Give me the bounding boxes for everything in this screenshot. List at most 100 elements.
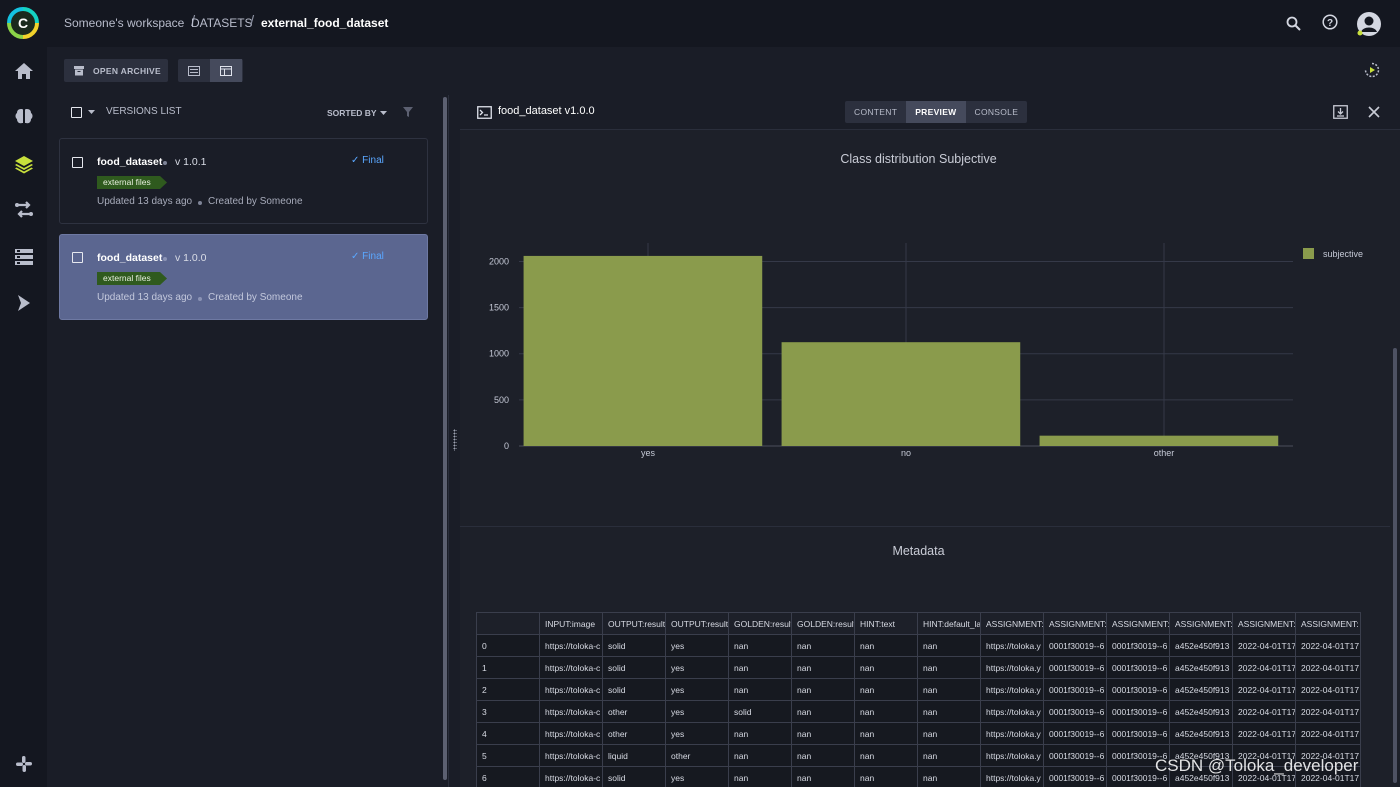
table-cell: yes xyxy=(665,634,729,657)
version-checkbox[interactable] xyxy=(72,252,83,263)
bar-yes xyxy=(523,255,763,446)
svg-text:?: ? xyxy=(1327,18,1333,29)
pipelines-icon[interactable] xyxy=(12,198,35,221)
table-cell: 0001f30019--6 xyxy=(1043,700,1107,723)
sort-chevron-down-icon[interactable] xyxy=(380,111,387,116)
table-cell: nan xyxy=(917,700,981,723)
svg-text:C: C xyxy=(18,15,28,31)
filter-icon[interactable] xyxy=(403,107,413,117)
table-header-cell[interactable]: OUTPUT:result xyxy=(665,612,729,635)
table-cell: https://toloka.y xyxy=(980,722,1044,745)
table-header-row: INPUT:image OUTPUT:result OUTPUT:result GOL… xyxy=(476,612,1361,635)
versions-scrollbar[interactable] xyxy=(443,97,447,780)
table-cell: https://toloka-c xyxy=(539,700,603,723)
version-checkbox[interactable] xyxy=(72,157,83,168)
brain-icon[interactable] xyxy=(12,105,35,128)
open-archive-button[interactable]: OPEN ARCHIVE xyxy=(64,59,168,82)
watermark: CSDN @Toloka_developer xyxy=(1155,756,1359,775)
breadcrumb-workspace[interactable]: Someone's workspace xyxy=(64,16,185,30)
table-row: 1 https://toloka-c solid yes nan nan nan nan htt… xyxy=(476,656,1361,679)
table-cell: nan xyxy=(728,634,792,657)
table-cell: https://toloka.y xyxy=(980,700,1044,723)
help-icon[interactable]: ? xyxy=(1321,13,1339,31)
table-header-cell[interactable]: OUTPUT:result xyxy=(602,612,666,635)
table-header-cell[interactable]: ASSIGNMENT: xyxy=(1169,612,1233,635)
created-by-text: Created by Someone xyxy=(208,292,303,303)
datasets-icon[interactable] xyxy=(12,245,35,268)
table-header-cell[interactable]: HINT:default_la xyxy=(917,612,981,635)
table-header-cell[interactable] xyxy=(476,612,540,635)
tab-preview[interactable]: PREVIEW xyxy=(906,101,966,123)
legend-swatch xyxy=(1303,248,1314,259)
tab-content[interactable]: CONTENT xyxy=(854,107,898,117)
table-cell: 0001f30019--6 xyxy=(1106,700,1170,723)
left-rail: C xyxy=(0,0,47,787)
details-tabs: CONTENT PREVIEW CONSOLE xyxy=(845,101,1028,123)
resize-grip-icon[interactable] xyxy=(453,429,457,451)
auto-refresh-icon[interactable] xyxy=(1363,61,1381,79)
table-cell: yes xyxy=(665,678,729,701)
download-icon[interactable] xyxy=(1333,105,1348,119)
table-row: 6 https://toloka-c solid yes nan nan nan nan htt… xyxy=(476,766,1361,787)
layers-icon[interactable] xyxy=(12,152,35,175)
table-row: 3 https://toloka-c other yes solid nan nan nan h… xyxy=(476,700,1361,723)
clearml-logo-icon[interactable]: C xyxy=(7,7,39,39)
table-header-cell[interactable]: ASSIGNMENT: xyxy=(980,612,1044,635)
table-cell: 0001f30019--6 xyxy=(1043,678,1107,701)
table-cell: other xyxy=(602,700,666,723)
top-bar: Someone's workspace / DATASETS / externa… xyxy=(47,0,1400,47)
table-cell: solid xyxy=(602,634,666,657)
table-cell: 2022-04-01T17 xyxy=(1232,722,1296,745)
x-tick-label: other xyxy=(1154,448,1175,458)
deploy-icon[interactable] xyxy=(12,291,35,314)
table-header-cell[interactable]: ASSIGNMENT: xyxy=(1043,612,1107,635)
table-header-cell[interactable]: GOLDEN:result xyxy=(791,612,855,635)
table-header-cell[interactable]: INPUT:image xyxy=(539,612,603,635)
table-cell: a452e450f913 xyxy=(1169,722,1233,745)
archive-icon xyxy=(74,65,84,75)
details-scrollbar[interactable] xyxy=(1393,348,1397,783)
select-all-checkbox[interactable] xyxy=(71,107,82,118)
table-cell: https://toloka-c xyxy=(539,744,603,767)
breadcrumb-section[interactable]: DATASETS xyxy=(191,16,253,30)
tab-console[interactable]: CONSOLE xyxy=(974,107,1019,117)
table-cell: nan xyxy=(728,722,792,745)
table-cell: https://toloka.y xyxy=(980,766,1044,787)
split-view-button[interactable] xyxy=(210,59,242,82)
slack-icon[interactable] xyxy=(12,752,35,775)
table-cell: nan xyxy=(791,722,855,745)
table-cell: https://toloka.y xyxy=(980,744,1044,767)
table-cell: 2022-04-01T17 xyxy=(1232,678,1296,701)
table-cell: 6 xyxy=(476,766,540,787)
open-archive-label: OPEN ARCHIVE xyxy=(93,65,161,76)
table-cell: https://toloka-c xyxy=(539,634,603,657)
table-cell: nan xyxy=(917,634,981,657)
table-cell: yes xyxy=(665,656,729,679)
table-header-cell[interactable]: ASSIGNMENT: xyxy=(1106,612,1170,635)
home-icon[interactable] xyxy=(12,59,35,82)
table-header-cell[interactable]: ASSIGNMENT: xyxy=(1295,612,1361,635)
table-row: 5 https://toloka-c liquid other nan nan nan nan… xyxy=(476,744,1361,767)
table-cell: 2022-04-01T17 xyxy=(1232,744,1296,767)
details-title: food_dataset v1.0.0 xyxy=(498,105,595,117)
class-distribution-chart: 0 500 1000 1500 2000 yes no other subjective xyxy=(489,243,1363,458)
table-header-cell[interactable]: HINT:text xyxy=(854,612,918,635)
table-header-cell[interactable]: GOLDEN:result xyxy=(728,612,792,635)
version-card-1-0-1[interactable]: food_dataset v 1.0.1 ✓ Final external fi… xyxy=(59,138,428,224)
table-cell: 0001f30019--6 xyxy=(1106,656,1170,679)
table-cell: 2022-04-01T17 xyxy=(1295,678,1361,701)
table-header-cell[interactable]: ASSIGNMENT: xyxy=(1232,612,1296,635)
table-cell: nan xyxy=(791,656,855,679)
search-icon[interactable] xyxy=(1284,14,1302,32)
panel-resize-handle[interactable] xyxy=(448,95,460,787)
list-view-button[interactable] xyxy=(178,59,210,82)
table-cell: 0001f30019--6 xyxy=(1043,656,1107,679)
sorted-by-button[interactable]: SORTED BY xyxy=(327,108,377,118)
close-icon[interactable] xyxy=(1368,106,1380,118)
user-avatar-icon[interactable] xyxy=(1356,11,1382,37)
version-card-1-0-0[interactable]: food_dataset v 1.0.0 ✓ Final external fi… xyxy=(59,234,428,320)
table-cell: nan xyxy=(791,678,855,701)
list-view-icon xyxy=(188,65,200,76)
chevron-down-icon[interactable] xyxy=(88,110,95,115)
table-cell: https://toloka-c xyxy=(539,722,603,745)
